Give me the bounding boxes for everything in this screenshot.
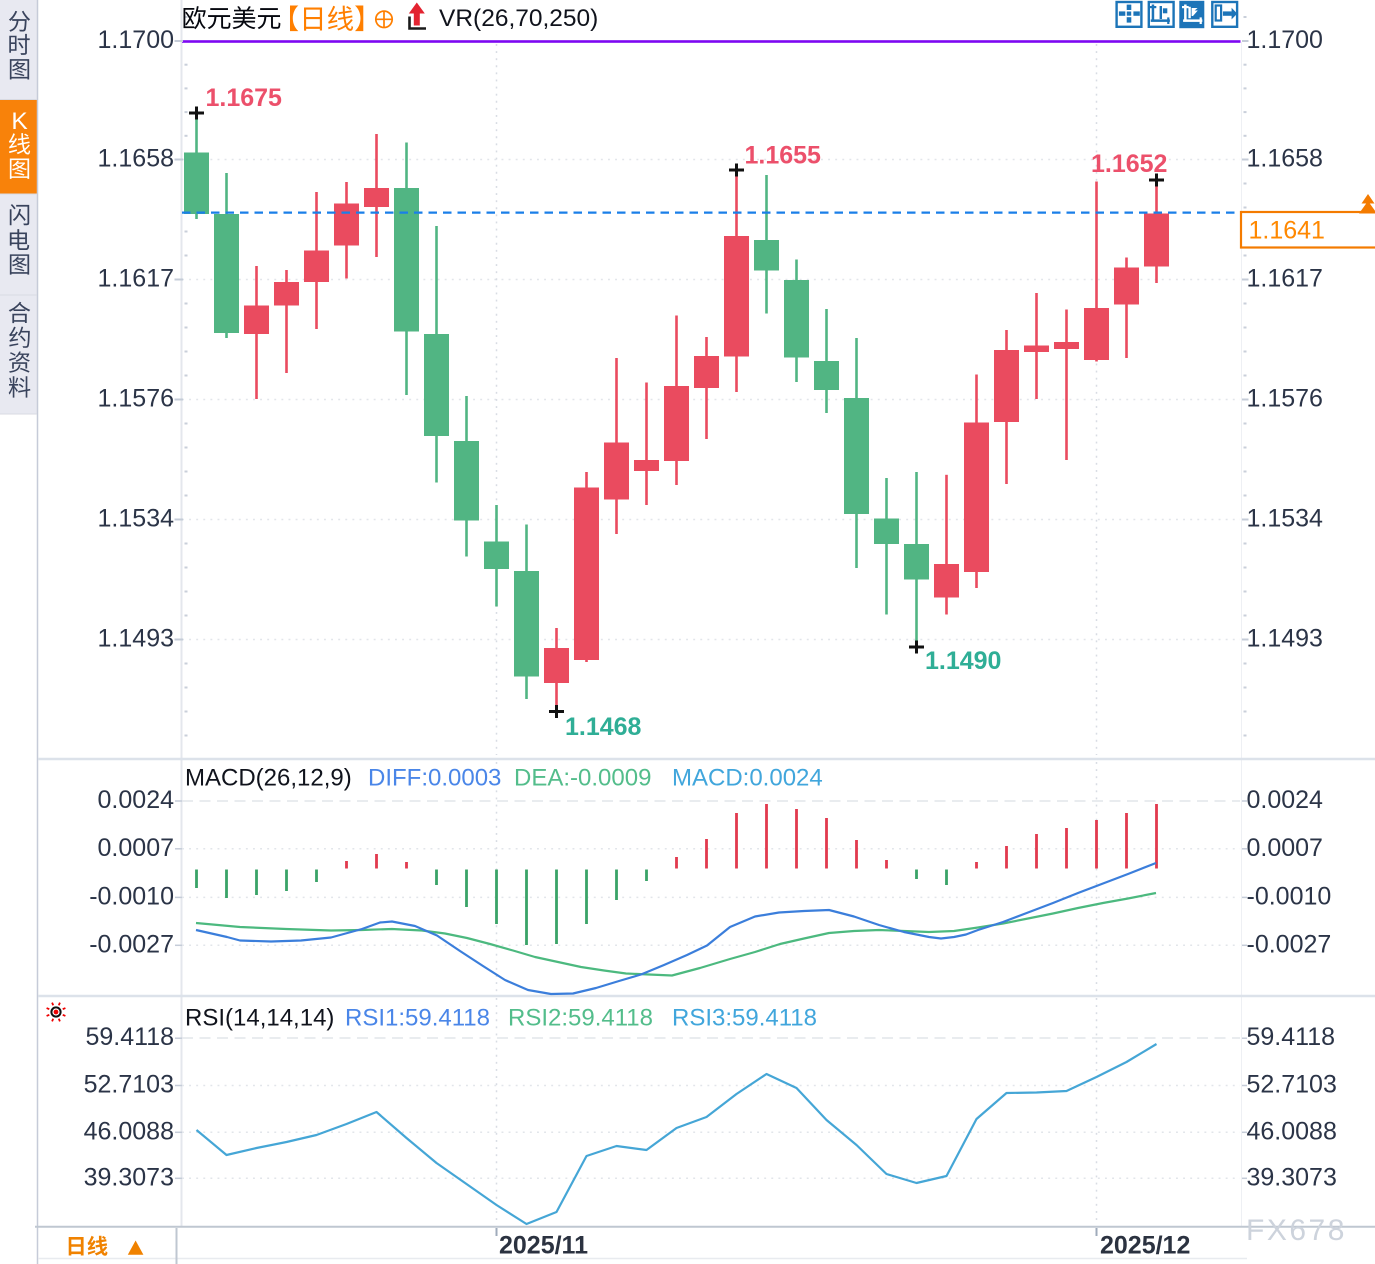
svg-text:0.0024: 0.0024 bbox=[1247, 786, 1324, 814]
svg-text:1.1655: 1.1655 bbox=[745, 142, 822, 170]
svg-text:0.0007: 0.0007 bbox=[1247, 834, 1323, 862]
svg-text:-0.0027: -0.0027 bbox=[89, 930, 174, 958]
svg-text:0.0007: 0.0007 bbox=[98, 834, 174, 862]
svg-text:1.1700: 1.1700 bbox=[1247, 26, 1323, 54]
svg-text:MACD(26,12,9): MACD(26,12,9) bbox=[185, 765, 352, 792]
svg-text:46.0088: 46.0088 bbox=[1247, 1117, 1337, 1145]
svg-text:1.1490: 1.1490 bbox=[925, 647, 1001, 675]
svg-text:RSI1:59.4118: RSI1:59.4118 bbox=[345, 1005, 490, 1032]
svg-text:46.0088: 46.0088 bbox=[84, 1117, 174, 1145]
svg-text:2025/11: 2025/11 bbox=[499, 1232, 588, 1260]
svg-text:FX678: FX678 bbox=[1246, 1214, 1347, 1247]
svg-text:RSI3:59.4118: RSI3:59.4118 bbox=[672, 1005, 817, 1032]
svg-text:39.3073: 39.3073 bbox=[1247, 1163, 1337, 1191]
svg-text:1.1576: 1.1576 bbox=[1247, 385, 1323, 413]
svg-text:1.1534: 1.1534 bbox=[98, 505, 175, 533]
svg-text:59.4118: 59.4118 bbox=[1247, 1023, 1336, 1051]
svg-text:MACD:0.0024: MACD:0.0024 bbox=[672, 765, 823, 792]
svg-text:39.3073: 39.3073 bbox=[84, 1163, 174, 1191]
svg-text:2025/12: 2025/12 bbox=[1100, 1232, 1190, 1260]
svg-text:52.7103: 52.7103 bbox=[84, 1071, 174, 1099]
svg-text:RSI(14,14,14): RSI(14,14,14) bbox=[185, 1005, 334, 1032]
svg-text:1.1493: 1.1493 bbox=[98, 625, 174, 653]
svg-text:RSI2:59.4118: RSI2:59.4118 bbox=[508, 1005, 653, 1032]
svg-text:59.4118: 59.4118 bbox=[85, 1023, 174, 1051]
svg-text:1.1675: 1.1675 bbox=[206, 84, 283, 112]
svg-text:1.1641: 1.1641 bbox=[1249, 217, 1325, 245]
svg-text:1.1493: 1.1493 bbox=[1247, 625, 1323, 653]
svg-text:52.7103: 52.7103 bbox=[1247, 1071, 1337, 1099]
svg-text:1.1658: 1.1658 bbox=[1247, 145, 1323, 173]
svg-text:1.1617: 1.1617 bbox=[98, 265, 174, 293]
svg-text:0.0024: 0.0024 bbox=[98, 786, 175, 814]
svg-text:-0.0010: -0.0010 bbox=[1247, 882, 1332, 910]
svg-text:1.1658: 1.1658 bbox=[98, 145, 174, 173]
svg-text:DEA:-0.0009: DEA:-0.0009 bbox=[514, 765, 651, 792]
svg-text:1.1576: 1.1576 bbox=[98, 385, 174, 413]
svg-text:VR(26,70,250): VR(26,70,250) bbox=[439, 5, 598, 32]
svg-text:-0.0010: -0.0010 bbox=[89, 882, 174, 910]
svg-text:1.1700: 1.1700 bbox=[98, 26, 174, 54]
svg-text:-0.0027: -0.0027 bbox=[1247, 930, 1332, 958]
svg-text:DIFF:0.0003: DIFF:0.0003 bbox=[368, 765, 501, 792]
svg-text:1.1468: 1.1468 bbox=[565, 713, 642, 741]
svg-text:1.1617: 1.1617 bbox=[1247, 265, 1323, 293]
svg-text:K: K bbox=[11, 108, 28, 135]
svg-text:1.1534: 1.1534 bbox=[1247, 505, 1324, 533]
svg-text:1.1652: 1.1652 bbox=[1091, 150, 1167, 178]
